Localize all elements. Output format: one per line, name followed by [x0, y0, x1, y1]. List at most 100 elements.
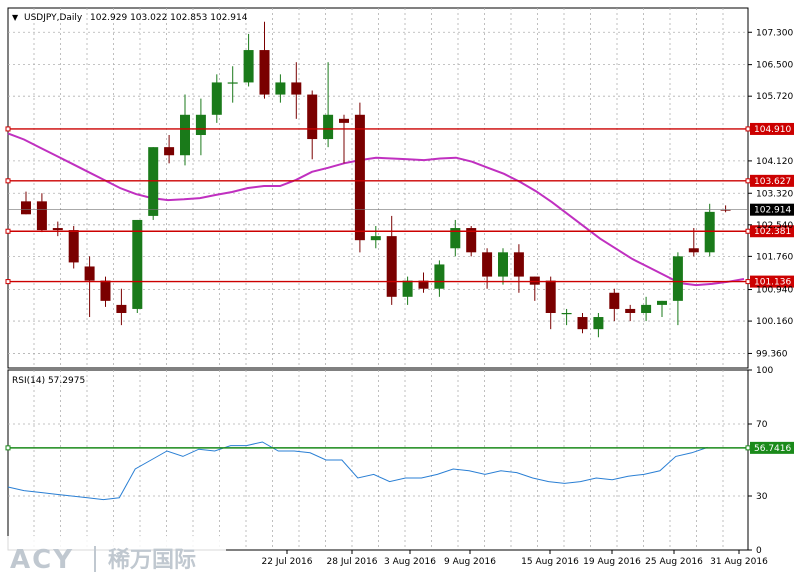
- candle-body: [418, 280, 429, 289]
- candle: [52, 221, 63, 237]
- candle: [211, 74, 222, 123]
- candle-body: [370, 236, 381, 241]
- candle-body: [498, 252, 508, 277]
- candle: [195, 98, 206, 156]
- rsi-grid: [8, 370, 748, 550]
- level-handle[interactable]: [5, 178, 11, 184]
- candle-body: [513, 252, 524, 277]
- rsi-tick-label: 30: [756, 492, 768, 502]
- candle-body: [688, 248, 699, 253]
- rsi-tick-label: 100: [756, 366, 773, 376]
- rsi-panel: [7, 369, 749, 551]
- time-tick-label: 19 Aug 2016: [583, 557, 641, 567]
- rsi-level-box: [750, 441, 794, 454]
- level-handle[interactable]: [745, 228, 751, 234]
- symbol-label: USDJPY,Daily: [24, 13, 83, 23]
- candle: [323, 62, 334, 148]
- price-panel: [7, 7, 749, 369]
- candles: [21, 21, 731, 338]
- candle-body: [195, 114, 206, 136]
- price-tick-label: 100.160: [756, 317, 793, 327]
- candle-body: [672, 256, 683, 301]
- price-tick-label: 103.320: [756, 189, 793, 199]
- level-handle[interactable]: [5, 228, 11, 234]
- candle: [116, 288, 127, 326]
- rsi-tick-label: 70: [756, 420, 768, 430]
- price-tick-label: 99.360: [756, 349, 788, 359]
- candle-body: [704, 211, 715, 253]
- ohlc-values: 102.929 103.022 102.853 102.914: [90, 13, 248, 23]
- candle-body: [259, 50, 270, 95]
- candle-body: [243, 50, 254, 83]
- time-tick-label: 15 Aug 2016: [521, 557, 579, 567]
- candle: [164, 135, 175, 164]
- candle: [545, 276, 556, 330]
- candle: [609, 288, 620, 322]
- level-handle[interactable]: [745, 178, 751, 184]
- candle: [307, 90, 318, 160]
- candle: [227, 66, 238, 103]
- price-tick-label: 105.720: [756, 92, 793, 102]
- rsi-series-line: [7, 441, 708, 501]
- candle: [720, 205, 731, 213]
- candle-body: [36, 201, 47, 231]
- candle: [434, 260, 445, 297]
- price-levels: 104.910 103.627 102.381 101.136 102.914: [5, 122, 794, 288]
- level-handle[interactable]: [745, 279, 751, 285]
- time-tick-label: 22 Jul 2016: [262, 557, 313, 567]
- candle-body: [84, 266, 95, 281]
- level-handle[interactable]: [745, 445, 751, 451]
- price-tick-label: 100.940: [756, 286, 793, 296]
- watermark-brand-cn: 稀万国际: [108, 547, 196, 573]
- candle-body: [275, 82, 286, 95]
- price-tick-label: 106.500: [756, 61, 793, 71]
- candle-body: [545, 280, 556, 313]
- level-label: 101.136: [754, 278, 791, 288]
- candle: [339, 114, 349, 164]
- candle-body: [641, 304, 652, 313]
- candle: [672, 252, 683, 326]
- level-handle[interactable]: [745, 126, 751, 132]
- level-label-box: [750, 174, 794, 187]
- time-tick-label: 9 Aug 2016: [444, 557, 496, 567]
- rsi-line: [7, 441, 708, 501]
- level-handle[interactable]: [5, 126, 11, 132]
- candle: [529, 276, 540, 301]
- candle: [132, 219, 143, 313]
- level-label: 102.381: [754, 227, 791, 237]
- watermark-divider: [94, 546, 96, 572]
- candle-body: [100, 280, 111, 301]
- candle-body: [386, 236, 397, 297]
- price-tick-label: 104.120: [756, 157, 793, 167]
- rsi-axis: 100 70 30 0: [748, 366, 773, 556]
- candle-body: [291, 82, 302, 95]
- candle-body: [68, 230, 79, 263]
- price-tick-label: 102.540: [756, 221, 793, 231]
- candle-body: [609, 292, 620, 309]
- candle-body: [307, 94, 318, 140]
- level-handle[interactable]: [5, 279, 11, 285]
- time-tick-label: 31 Aug 2016: [710, 557, 768, 567]
- price-tick-label: 101.760: [756, 252, 793, 262]
- collapse-arrow[interactable]: ▼: [12, 13, 19, 22]
- current-price-label: 102.914: [754, 206, 791, 216]
- level-label-box: [750, 225, 794, 238]
- candle: [275, 74, 286, 103]
- price-axis: 107.300 106.500 105.720 104.120 103.320 102.5…: [748, 28, 793, 359]
- time-axis: 22 Jul 2016 28 Jul 2016 3 Aug 2016 9 Aug 20…: [262, 550, 768, 567]
- candle: [68, 226, 79, 269]
- candle-body: [657, 300, 667, 305]
- level-handle[interactable]: [5, 445, 11, 451]
- rsi-label: RSI(14) 57.2975: [12, 376, 85, 386]
- candle-body: [402, 280, 413, 297]
- candle-body: [434, 264, 445, 289]
- level-label-box: [750, 122, 794, 135]
- candle: [704, 203, 715, 257]
- rsi-level: 56.7416: [5, 441, 794, 454]
- candle-body: [466, 228, 477, 253]
- level-label: 104.910: [754, 125, 791, 135]
- rsi-level-label: 56.7416: [754, 444, 791, 454]
- candle-body: [593, 317, 604, 330]
- candle-body: [529, 276, 540, 285]
